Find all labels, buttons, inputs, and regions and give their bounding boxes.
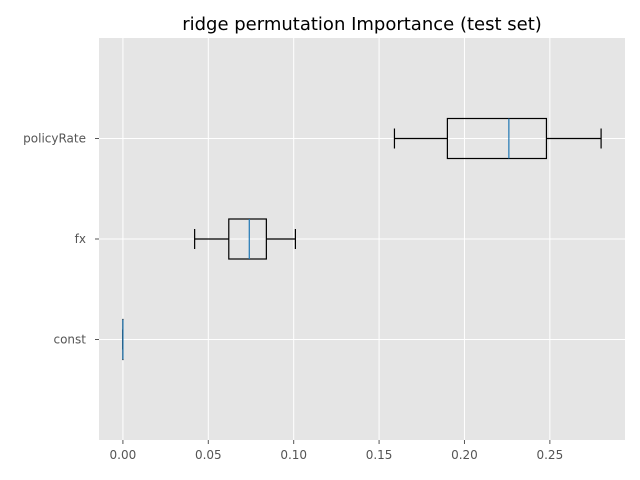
y-tick-label: const	[53, 333, 86, 347]
y-tick-label: fx	[75, 232, 86, 246]
chart-title: ridge permutation Importance (test set)	[182, 14, 542, 35]
y-tick-label: policyRate	[23, 132, 86, 146]
x-tick-label: 0.25	[536, 448, 563, 462]
x-axis: 0.00 0.05 0.10 0.15 0.20 0.25	[110, 440, 563, 462]
box-fx	[194, 218, 296, 260]
iqr-box	[446, 117, 548, 160]
x-tick-label: 0.05	[195, 448, 222, 462]
box-policyRate	[393, 117, 602, 160]
x-tick-label: 0.20	[451, 448, 478, 462]
iqr-box	[228, 218, 267, 260]
y-axis: const fx policyRate	[23, 132, 99, 347]
x-tick-label: 0.10	[280, 448, 307, 462]
x-tick-label: 0.00	[110, 448, 137, 462]
boxes	[122, 117, 602, 361]
x-tick-label: 0.15	[366, 448, 393, 462]
